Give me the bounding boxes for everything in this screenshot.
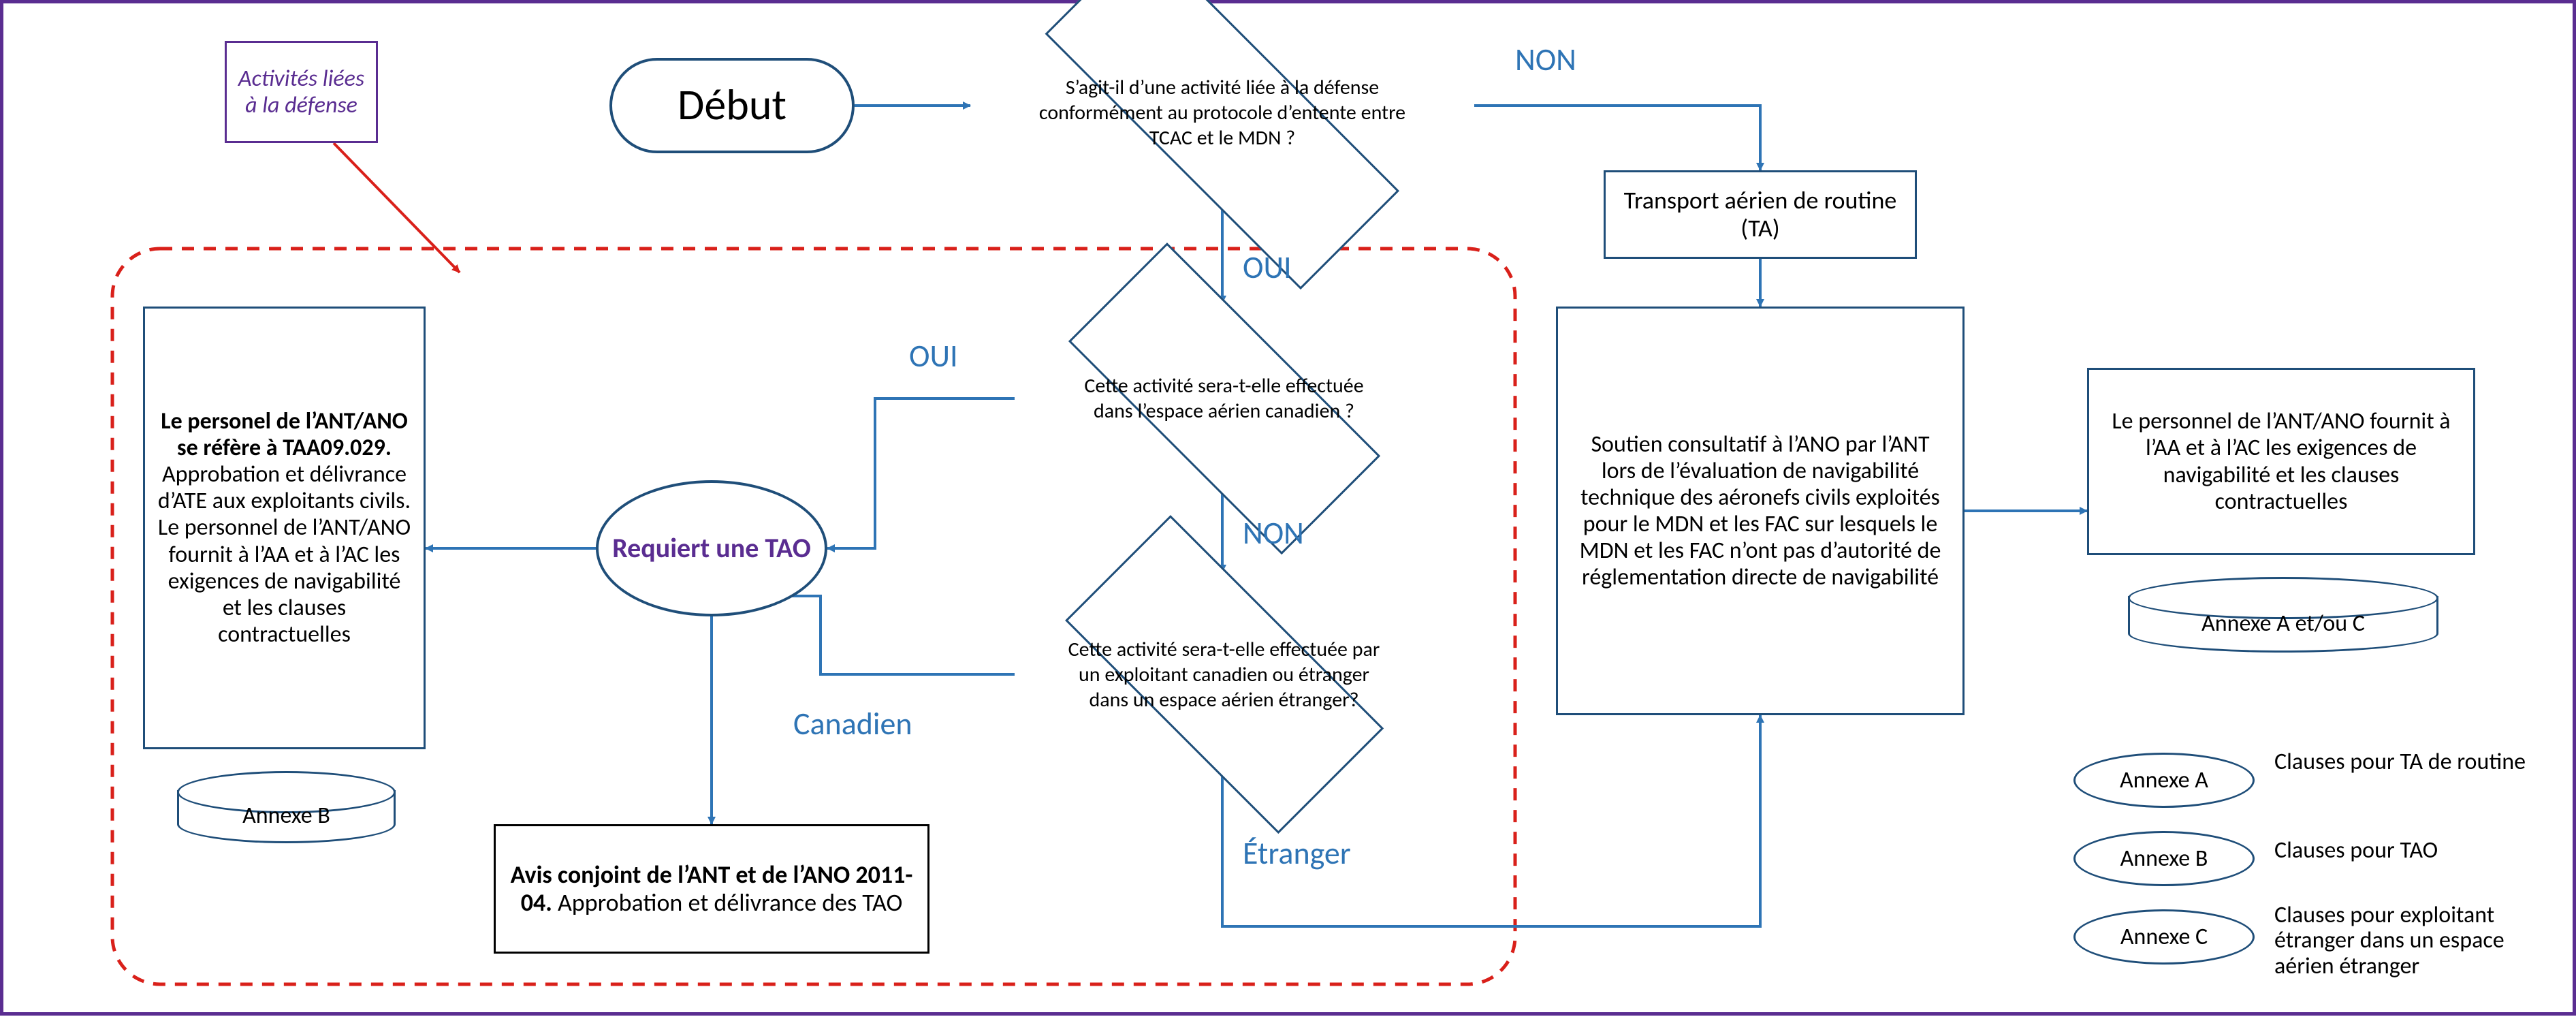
decision-protocole-text: S’agit-il d’une activité liée à la défen…	[1031, 75, 1414, 151]
ellipse-requiert-tao-text: Requiert une TAO	[612, 533, 811, 564]
arrow-d2-oui	[827, 398, 1015, 548]
label-oui-2: OUI	[909, 337, 958, 375]
title-box-text: Activités liées à la défense	[231, 65, 372, 119]
decision-exploitant: Cette activité sera-t-elle effectuée par…	[1015, 572, 1433, 777]
legend-annexe-a-desc: Clauses pour TA de routine	[2274, 749, 2560, 774]
legend-annexe-c-desc: Clauses pour exploitant étranger dans un…	[2274, 903, 2560, 979]
start-label: Début	[678, 80, 786, 131]
box-avis: Avis conjoint de l’ANT et de l’ANO 2011-…	[494, 824, 929, 954]
legend-annexe-b: Annexe B	[2073, 831, 2255, 886]
box-personnel-rest: Approbation et délivrance d’ATE aux expl…	[158, 460, 411, 648]
decision-exploitant-text: Cette activité sera-t-elle effectuée par…	[1065, 637, 1383, 712]
label-etranger: Étranger	[1243, 834, 1351, 873]
label-oui-1: OUI	[1243, 249, 1292, 287]
decision-protocole: S’agit-il d’une activité liée à la défen…	[970, 17, 1474, 208]
cylinder-annexe-b-text: Annexe B	[242, 802, 330, 830]
box-avis-rest: Approbation et délivrance des TAO	[552, 888, 902, 918]
box-soutien-text: Soutien consultatif à l’ANO par l’ANT lo…	[1572, 431, 1949, 591]
label-canadien: Canadien	[793, 705, 912, 743]
arrow-d1-non	[1474, 106, 1760, 170]
box-personnel: Le personel de l’ANT/ANO se réfère à TAA…	[143, 307, 426, 749]
decision-espace-canadien: Cette activité sera-t-elle effectuée dan…	[1015, 303, 1433, 494]
arrow-title-to-dashed	[334, 143, 460, 272]
cylinder-annexe-ac: Annexe A et/ou C	[2128, 596, 2438, 653]
title-box: Activités liées à la défense	[225, 41, 378, 143]
legend-annexe-b-desc: Clauses pour TAO	[2274, 838, 2560, 863]
box-ta-routine: Transport aérien de routine (TA)	[1604, 170, 1917, 259]
cylinder-annexe-ac-text: Annexe A et/ou C	[2201, 610, 2365, 638]
label-non-1: NON	[1515, 41, 1576, 79]
box-ta-routine-text: Transport aérien de routine (TA)	[1611, 187, 1909, 243]
start-node: Début	[609, 58, 855, 153]
legend-annexe-c: Annexe C	[2073, 909, 2255, 965]
ellipse-requiert-tao: Requiert une TAO	[596, 480, 827, 616]
diagram-frame: Activités liées à la défense Début S’agi…	[0, 0, 2576, 1016]
decision-espace-canadien-text: Cette activité sera-t-elle effectuée dan…	[1065, 373, 1383, 424]
box-soutien: Soutien consultatif à l’ANO par l’ANT lo…	[1556, 307, 1965, 715]
cylinder-annexe-b: Annexe B	[177, 790, 396, 843]
arrow-d3-canadien	[766, 596, 1015, 674]
legend-annexe-a: Annexe A	[2073, 753, 2255, 808]
box-fournit-text: Le personnel de l’ANT/ANO fournit à l’AA…	[2100, 408, 2462, 514]
box-personnel-bold: Le personel de l’ANT/ANO se réfère à TAA…	[161, 407, 408, 462]
label-non-2: NON	[1243, 514, 1304, 552]
box-fournit: Le personnel de l’ANT/ANO fournit à l’AA…	[2087, 368, 2475, 555]
